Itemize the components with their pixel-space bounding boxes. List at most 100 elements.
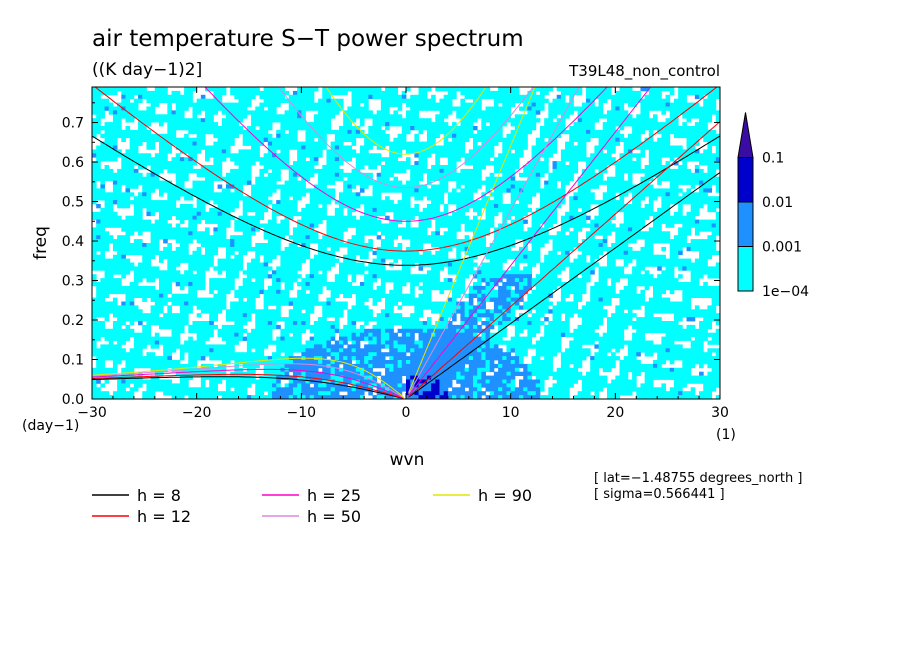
contour-cell	[456, 227, 461, 232]
contour-cell	[238, 254, 244, 259]
contour-cell	[125, 129, 131, 135]
contour-cell	[292, 118, 298, 123]
contour-cell	[489, 192, 495, 197]
contour-cell	[129, 137, 135, 142]
contour-cell	[627, 215, 633, 220]
contour-cell	[636, 223, 641, 228]
contour-cell	[284, 254, 290, 259]
contour-cell	[192, 118, 198, 123]
contour-cell	[305, 254, 311, 259]
contour-cell	[192, 215, 198, 220]
contour-cell	[234, 172, 239, 178]
contour-cell	[699, 227, 704, 232]
contour-cell	[699, 129, 704, 135]
contour-cell	[301, 172, 306, 178]
contour-cell	[225, 254, 231, 259]
contour-cell	[242, 129, 248, 135]
contour-cell	[184, 215, 189, 220]
contour-cell	[267, 149, 273, 154]
contour-cell	[477, 239, 482, 244]
contour-cell	[334, 157, 340, 162]
contour-cell	[255, 118, 260, 123]
contour-cell	[602, 192, 608, 197]
contour-cell	[184, 137, 189, 142]
contour-cell	[648, 250, 654, 256]
contour-cell	[368, 204, 373, 209]
contour-cell	[715, 176, 720, 181]
contour-cell	[96, 157, 101, 162]
contour-cell	[452, 219, 457, 224]
contour-cell	[305, 165, 311, 170]
contour-cell	[359, 122, 365, 127]
contour-cell	[414, 168, 419, 174]
contour-cell	[485, 137, 491, 142]
contour-cell	[711, 239, 717, 244]
contour-cell	[627, 94, 633, 100]
contour-cell	[586, 231, 591, 236]
contour-cell	[481, 250, 486, 256]
contour-cell	[715, 137, 720, 142]
contour-cell	[230, 87, 235, 92]
contour-cell	[205, 153, 210, 158]
contour-cell	[535, 145, 541, 150]
contour-cell	[619, 246, 625, 252]
contour-cell	[527, 94, 532, 100]
contour-cell	[703, 188, 708, 193]
contour-cell	[351, 129, 357, 135]
contour-cell	[343, 90, 348, 96]
contour-cell	[326, 129, 332, 135]
contour-cell	[397, 118, 403, 123]
contour-cell	[284, 246, 290, 252]
contour-cell	[213, 168, 218, 174]
contour-cell	[267, 141, 273, 146]
contour-cell	[225, 250, 231, 256]
contour-cell	[343, 145, 348, 150]
contour-cell	[665, 94, 671, 100]
contour-cell	[309, 211, 315, 217]
contour-cell	[565, 129, 570, 135]
contour-cell	[92, 126, 97, 131]
contour-cell	[577, 118, 583, 123]
contour-cell	[104, 145, 110, 150]
contour-cell	[627, 227, 633, 232]
contour-cell	[523, 204, 528, 209]
contour-cell	[167, 141, 172, 146]
contour-cell	[577, 133, 583, 139]
contour-cell	[301, 153, 306, 158]
contour-cell	[351, 133, 357, 139]
contour-cell	[96, 168, 101, 174]
contour-cell	[410, 188, 415, 193]
contour-cell	[502, 250, 507, 256]
contour-cell	[272, 254, 277, 259]
contour-cell	[117, 122, 122, 127]
contour-cell	[410, 207, 415, 213]
contour-cell	[632, 254, 637, 259]
contour-cell	[573, 165, 579, 170]
contour-cell	[678, 110, 683, 115]
contour-cell	[602, 207, 608, 213]
contour-cell	[598, 145, 604, 150]
contour-cell	[602, 227, 608, 232]
contour-cell	[414, 211, 419, 217]
contour-cell	[464, 137, 470, 142]
contour-cell	[263, 207, 269, 213]
contour-cell	[175, 122, 181, 127]
contour-cell	[179, 215, 185, 220]
contour-cell	[221, 200, 227, 205]
contour-cell	[523, 231, 528, 236]
contour-cell	[196, 106, 202, 111]
contour-cell	[548, 180, 553, 185]
contour-cell	[339, 235, 344, 240]
contour-cell	[606, 204, 612, 209]
contour-cell	[539, 227, 545, 232]
contour-cell	[644, 188, 650, 193]
contour-cell	[158, 157, 164, 162]
contour-cell	[548, 184, 553, 189]
contour-cell	[192, 219, 198, 224]
contour-cell	[623, 165, 629, 170]
contour-cell	[485, 207, 491, 213]
contour-cell	[414, 204, 419, 209]
contour-cell	[632, 137, 637, 142]
contour-cell	[246, 98, 252, 103]
contour-cell	[715, 204, 720, 209]
